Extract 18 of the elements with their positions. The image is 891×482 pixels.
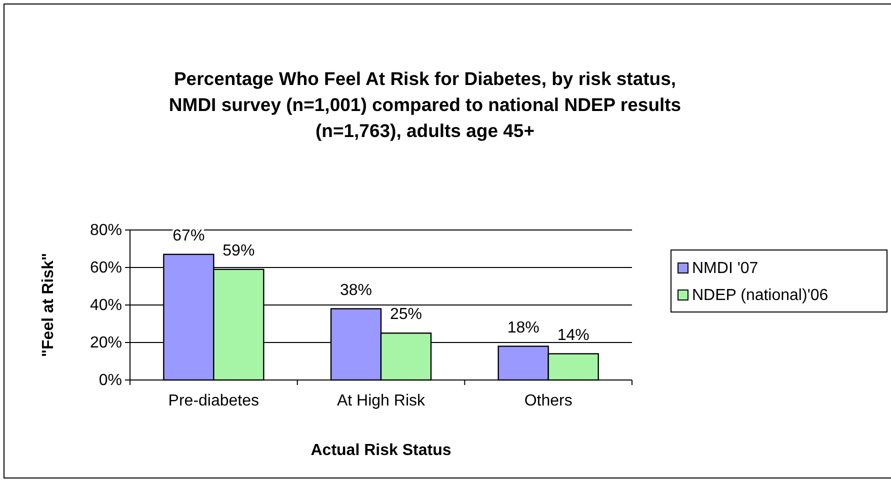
data-label: 14%: [557, 326, 590, 344]
x-tick-label: Others: [524, 392, 572, 410]
y-tick-label: 20%: [90, 334, 122, 352]
chart-title: Percentage Who Feel At Risk for Diabetes, by risk status, NMDI survey (n=1,001) compared to national NDEP results (n=1,763), adults age 45+: [168, 68, 682, 141]
data-label: 59%: [222, 242, 255, 260]
y-tick-label: 40%: [90, 297, 122, 314]
y-axis-title: "Feel at Risk": [40, 252, 57, 358]
y-tick-label: 80%: [90, 222, 122, 240]
x-axis-title: Actual Risk Status: [310, 442, 452, 459]
legend-label: NDEP (national)'06: [692, 287, 828, 304]
data-label: 25%: [390, 306, 422, 324]
x-tick-label: Pre-diabetes: [168, 392, 260, 410]
data-label: 38%: [340, 282, 372, 299]
y-tick-label: 60%: [90, 260, 122, 277]
x-tick-label: At High Risk: [336, 392, 426, 410]
data-label: 18%: [507, 319, 540, 336]
legend-label: NMDI '07: [692, 260, 758, 277]
y-tick-label: 0%: [98, 372, 122, 390]
